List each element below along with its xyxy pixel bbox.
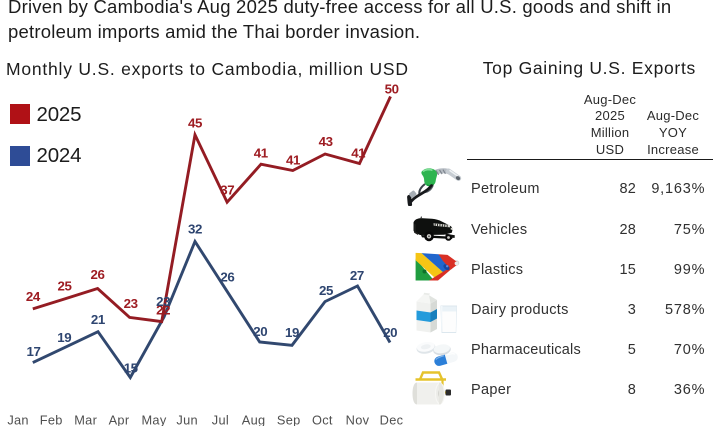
svg-text:37: 37 xyxy=(220,183,234,198)
svg-text:Apr: Apr xyxy=(109,412,130,426)
svg-text:25: 25 xyxy=(319,283,334,298)
svg-text:23: 23 xyxy=(156,294,170,309)
svg-text:26: 26 xyxy=(220,269,234,284)
svg-text:19: 19 xyxy=(285,325,299,340)
svg-text:22: 22 xyxy=(156,302,170,317)
svg-text:20: 20 xyxy=(383,325,397,340)
svg-text:May: May xyxy=(141,412,166,426)
svg-text:21: 21 xyxy=(91,312,106,327)
svg-text:Jan: Jan xyxy=(7,412,29,426)
svg-text:Mar: Mar xyxy=(74,412,97,426)
svg-text:23: 23 xyxy=(124,296,138,311)
svg-text:20: 20 xyxy=(253,324,267,339)
svg-text:24: 24 xyxy=(26,289,41,304)
svg-text:Dec: Dec xyxy=(380,412,404,426)
svg-text:Aug: Aug xyxy=(242,412,266,426)
svg-text:41: 41 xyxy=(254,145,269,160)
svg-text:Feb: Feb xyxy=(40,412,63,426)
svg-text:50: 50 xyxy=(385,82,399,97)
svg-text:Nov: Nov xyxy=(346,412,370,426)
svg-text:43: 43 xyxy=(319,134,333,149)
svg-text:25: 25 xyxy=(58,278,73,293)
svg-text:15: 15 xyxy=(124,361,139,376)
svg-text:19: 19 xyxy=(57,330,71,345)
svg-text:45: 45 xyxy=(188,116,203,131)
svg-text:32: 32 xyxy=(188,222,202,237)
svg-text:27: 27 xyxy=(350,268,364,283)
svg-text:Jun: Jun xyxy=(176,412,198,426)
svg-text:Oct: Oct xyxy=(312,412,333,426)
svg-text:17: 17 xyxy=(27,344,41,359)
svg-text:41: 41 xyxy=(286,153,301,168)
svg-text:41: 41 xyxy=(351,145,366,160)
svg-text:Jul: Jul xyxy=(212,412,229,426)
svg-text:26: 26 xyxy=(91,267,105,282)
svg-text:Sep: Sep xyxy=(277,412,301,426)
